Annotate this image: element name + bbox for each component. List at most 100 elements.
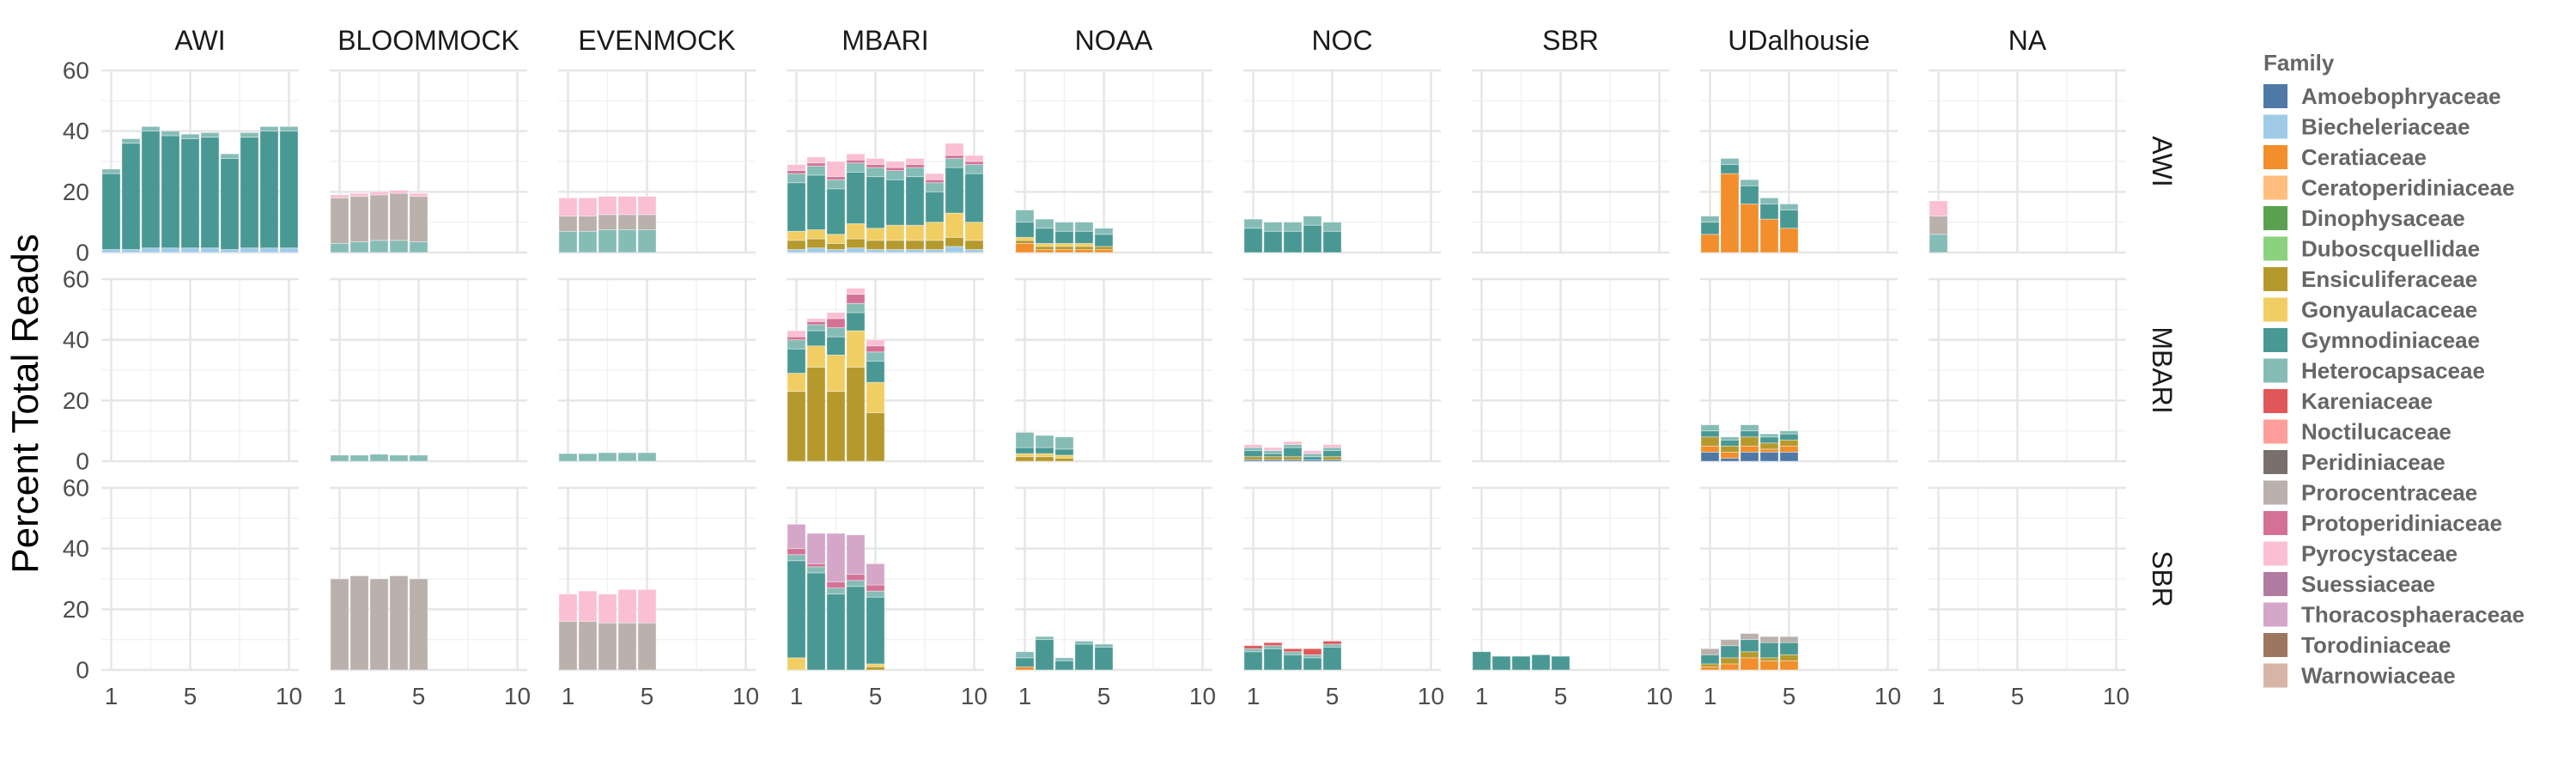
bar-segment-gymnodiniaceae	[1263, 453, 1283, 458]
bar-segment-prorocentraceae	[1759, 636, 1779, 643]
bar-segment-pyrocystaceae	[637, 588, 657, 624]
bar-segment-protoperidiniaceae	[945, 155, 964, 159]
bar-segment-biecheleriaceae	[240, 247, 259, 253]
legend-item-kareniaceae: Kareniaceae	[2263, 388, 2433, 414]
bar-segment-heterocapsaceae	[806, 165, 826, 176]
bar-segment-ensiculiferaceae	[1720, 657, 1740, 665]
panel-mbari-noaa	[1015, 277, 1212, 463]
bar-segment-gonyaulacaceae	[846, 223, 866, 240]
panel-mbari-sbr	[1472, 277, 1669, 463]
x-tick-label: 1	[562, 683, 575, 709]
bar-segment-ceratiaceae	[1759, 448, 1779, 453]
bar-segment-prorocentraceae	[349, 575, 369, 671]
bar-segment-ceratiaceae	[1720, 173, 1740, 253]
bar-segment-ensiculiferaceae	[1759, 442, 1779, 450]
y-tick-label: 40	[63, 535, 89, 562]
bar-segment-heterocapsaceae	[1243, 447, 1263, 452]
bar-segment-gymnodiniaceae	[1492, 655, 1511, 671]
bar-segment-pyrocystaceae	[330, 194, 349, 198]
bar-segment-biecheleriaceae	[259, 247, 279, 253]
bar-segment-heterocapsaceae	[945, 158, 964, 168]
bar-segment-heterocapsaceae	[1074, 222, 1094, 232]
bar-segment-gymnodiniaceae	[141, 131, 161, 249]
bar-segment-gymnodiniaceae	[1700, 654, 1720, 665]
bar-segment-heterocapsaceae	[369, 453, 389, 462]
bar-segment-ensiculiferaceae	[1740, 436, 1759, 447]
legend-label-ceratoperidiniaceae: Ceratoperidiniaceae	[2301, 175, 2515, 201]
bar-segment-heterocapsaceae	[1243, 648, 1263, 653]
bar-segment-kareniaceae	[1322, 641, 1342, 645]
bar-segment-gymnodiniaceae	[220, 158, 240, 250]
bar-segment-gymnodiniaceae	[846, 312, 866, 332]
bar-segment-ceratiaceae	[1094, 249, 1114, 253]
bar-segment-heterocapsaceae	[1263, 222, 1283, 232]
panel-sbr-noc: 1 5 10	[1243, 486, 1444, 709]
bar-segment-biecheleriaceae	[180, 247, 200, 253]
bar-segment-heterocapsaceae	[826, 179, 846, 190]
bar-segment-heterocapsaceae	[1094, 643, 1114, 648]
bar-segment-pyrocystaceae	[617, 196, 637, 216]
bar-segment-heterocapsaceae	[1740, 179, 1759, 186]
bar-segment-gymnodiniaceae	[1243, 450, 1263, 458]
x-tick-label: 5	[1554, 683, 1568, 709]
bar-segment-heterocapsaceae	[1054, 436, 1074, 450]
panel-awi-mbari	[787, 69, 984, 254]
bar-segment-ensiculiferaceae	[806, 238, 826, 249]
legend-key-suessiaceae	[2263, 572, 2287, 596]
row-facet-label-mbari: MBARI	[2147, 326, 2178, 413]
col-facet-label-noaa: NOAA	[1075, 25, 1153, 56]
legend-item-gymnodiniaceae: Gymnodiniaceae	[2263, 327, 2480, 353]
bar-segment-biecheleriaceae	[161, 247, 180, 253]
bar-segment-gymnodiniaceae	[1094, 234, 1114, 247]
legend-label-biecheleriaceae: Biecheleriaceae	[2301, 114, 2470, 140]
bar-segment-biecheleriaceae	[121, 249, 141, 253]
bar-segment-pyrocystaceae	[349, 192, 369, 198]
bar-segment-heterocapsaceae	[1720, 158, 1740, 165]
panel-sbr-bloommock: 1 5 10	[330, 486, 531, 709]
bar-segment-protoperidiniaceae	[846, 294, 866, 304]
bar-segment-gymnodiniaceae	[905, 176, 925, 226]
panel-mbari-udalhousie	[1700, 277, 1898, 463]
bar-segment-heterocapsaceae	[787, 173, 806, 184]
panel-mbari-noc	[1243, 277, 1441, 463]
bar-segment-ensiculiferaceae	[964, 240, 984, 250]
bar-segment-biecheleriaceae	[101, 249, 121, 253]
bar-segment-heterocapsaceae	[1054, 222, 1074, 232]
bar-segment-heterocapsaceae	[1720, 436, 1740, 441]
bar-segment-ensiculiferaceae	[925, 240, 945, 250]
bar-segment-biecheleriaceae	[846, 247, 866, 253]
x-tick-label: 10	[1646, 683, 1673, 709]
bar-segment-gymnodiniaceae	[1303, 456, 1322, 460]
legend-item-dinophysaceae: Dinophysaceae	[2263, 205, 2465, 231]
y-tick-label: 0	[76, 240, 89, 266]
legend-item-biecheleriaceae: Biecheleriaceae	[2263, 114, 2470, 140]
x-tick-label: 5	[1097, 683, 1111, 709]
bar-segment-gymnodiniaceae	[1054, 660, 1074, 671]
panel-sbr-evenmock: 1 5 10	[558, 486, 759, 709]
bar-segment-gymnodiniaceae	[240, 137, 259, 249]
legend-key-gymnodiniaceae	[2263, 328, 2287, 352]
bar-segment-heterocapsaceae	[598, 229, 617, 253]
bar-segment-gymnodiniaceae	[826, 188, 846, 235]
bar-segment-gymnodiniaceae	[885, 179, 905, 226]
bar-segment-gymnodiniaceae	[1054, 230, 1074, 244]
bar-segment-heterocapsaceae	[1035, 218, 1054, 229]
x-tick-label: 1	[1247, 683, 1261, 709]
panel-awi-sbr	[1472, 69, 1669, 254]
bar-segment-ceratiaceae	[1740, 445, 1759, 453]
bar-segment-gonyaulacaceae	[1015, 453, 1035, 458]
bar-segment-gymnodiniaceae	[1322, 450, 1342, 458]
legend-item-duboscquellidae: Duboscquellidae	[2263, 236, 2480, 262]
bar-segment-ensiculiferaceae	[1759, 657, 1779, 661]
col-facet-label-udalhousie: UDalhousie	[1728, 25, 1869, 56]
legend-key-ensiculiferaceae	[2263, 267, 2287, 291]
bar-segment-gonyaulacaceae	[846, 330, 866, 368]
bar-segment-thoracosphaeraceae	[866, 563, 885, 586]
bar-segment-ensiculiferaceae	[1720, 445, 1740, 453]
bar-segment-gonyaulacaceae	[826, 354, 846, 393]
legend-label-ensiculiferaceae: Ensiculiferaceae	[2301, 266, 2477, 292]
bar-segment-ceratiaceae	[1015, 666, 1035, 671]
bar-segment-protoperidiniaceae	[826, 318, 846, 328]
y-tick-label: 40	[63, 118, 89, 144]
